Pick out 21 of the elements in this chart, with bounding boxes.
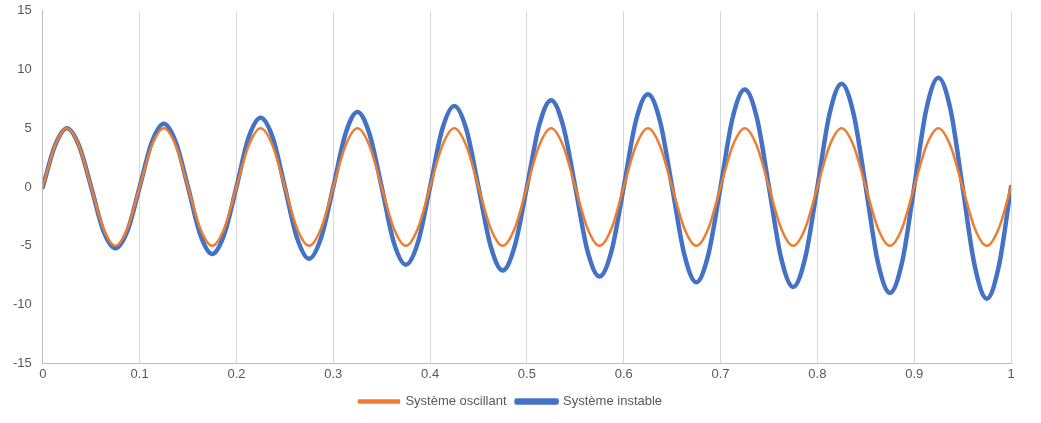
x-tick-label: 0.4 <box>421 365 440 381</box>
y-tick-label: 5 <box>24 119 32 135</box>
x-tick-label: 0.2 <box>227 365 246 381</box>
x-tick-label: 0.1 <box>130 365 149 381</box>
x-tick-label: 0.7 <box>711 365 730 381</box>
legend-label: Système instable <box>563 393 663 409</box>
x-tick-label: 0.9 <box>905 365 924 381</box>
x-tick-label: 0.6 <box>614 365 633 381</box>
line-series <box>42 127 1011 248</box>
y-tick-label: -15 <box>12 354 32 370</box>
x-tick-label: 0.8 <box>808 365 827 381</box>
x-tick-label: 0.5 <box>517 365 536 381</box>
x-tick-label: 1 <box>1007 365 1015 381</box>
legend-label: Système oscillant <box>405 393 507 409</box>
y-tick-label: 10 <box>17 61 32 77</box>
x-tick-label: 0 <box>39 365 47 381</box>
y-tick-label: -10 <box>12 296 32 312</box>
x-tick-label: 0.3 <box>324 365 343 381</box>
y-tick-label: 15 <box>17 2 32 18</box>
y-tick-label: 0 <box>24 178 32 194</box>
y-tick-label: -5 <box>20 237 32 253</box>
